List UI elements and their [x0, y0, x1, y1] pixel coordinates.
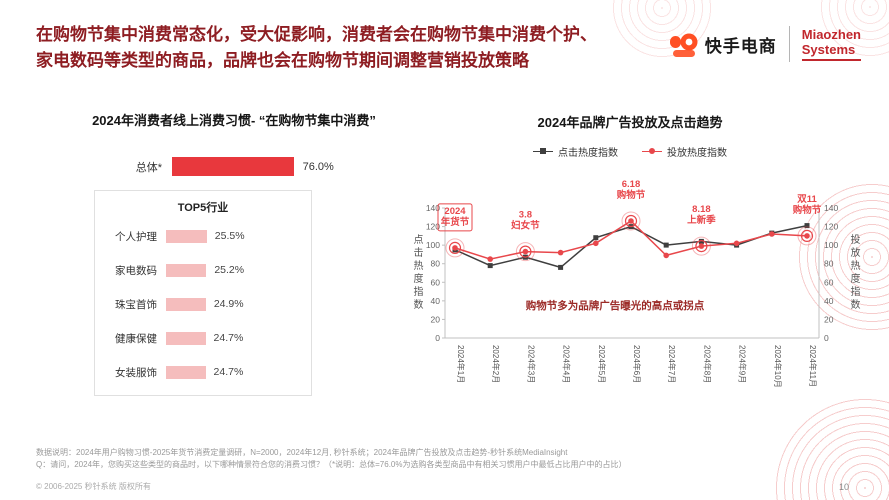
svg-text:2024年1月: 2024年1月 — [456, 345, 466, 383]
header: 在购物节集中消费常态化，受大促影响，消费者会在购物节集中消费个护、 家电数码等类… — [36, 22, 869, 92]
svg-text:2024年5月: 2024年5月 — [597, 345, 607, 383]
decorative-circles-bottom-right — [775, 398, 889, 500]
svg-text:0: 0 — [824, 333, 829, 343]
svg-text:80: 80 — [824, 259, 834, 269]
top5-box: TOP5行业 个人护理 25.5% 家电数码 25.2% 珠宝首饰 24.9% 健康保健 24… — [94, 190, 312, 396]
svg-text:2024年9月: 2024年9月 — [738, 345, 748, 383]
industry-bar — [166, 229, 207, 243]
svg-text:100: 100 — [426, 240, 440, 250]
industry-label: 女装服饰 — [115, 366, 157, 379]
industry-bar — [166, 365, 206, 379]
industry-label: 健康保健 — [115, 332, 157, 345]
svg-text:年货节: 年货节 — [441, 216, 470, 228]
svg-text:120: 120 — [426, 222, 440, 232]
industry-label: 家电数码 — [115, 264, 157, 277]
svg-text:20: 20 — [431, 314, 441, 324]
svg-text:购物节多为品牌广告曝光的高点或拐点: 购物节多为品牌广告曝光的高点或拐点 — [526, 299, 705, 312]
legend-item: 投放热度指数 — [642, 143, 727, 159]
svg-text:60: 60 — [824, 277, 834, 287]
kuaishou-logo-text: 快手电商 — [704, 36, 777, 56]
y-axis-label-left: 点击热度指数 — [411, 234, 422, 312]
top5-row: 个人护理 25.5% — [95, 219, 311, 253]
top5-rows: 个人护理 25.5% 家电数码 25.2% 珠宝首饰 24.9% 健康保健 24.7% 女装服饰… — [95, 219, 311, 389]
legend-label: 投放热度指数 — [667, 147, 727, 159]
svg-text:购物节: 购物节 — [617, 189, 646, 201]
svg-text:上新季: 上新季 — [687, 214, 716, 226]
top5-title: TOP5行业 — [177, 202, 229, 214]
page-number: 10 — [838, 482, 849, 492]
svg-text:2024年3月: 2024年3月 — [526, 345, 536, 383]
miaozhen-logo-line2: Systems — [801, 42, 856, 57]
total-value: 76.0% — [302, 160, 334, 173]
page-title: 在购物节集中消费常态化，受大促影响，消费者会在购物节集中消费个护、 家电数码等类… — [36, 22, 646, 74]
footnotes: 数据说明：2024年用户购物习惯-2025年货节消费定量调研，N=2000，20… — [36, 447, 769, 471]
svg-text:140: 140 — [824, 203, 838, 213]
legend-marker — [642, 147, 662, 155]
top5-row: 女装服饰 24.7% — [95, 355, 311, 389]
svg-text:2024年4月: 2024年4月 — [562, 345, 572, 383]
consumer-habit-chart: 2024年消费者线上消费习惯- “在购物节集中消费” 总体* 76.0% TOP… — [58, 110, 410, 396]
y-axis-label-right: 投放热度指数 — [848, 234, 859, 312]
industry-label: 珠宝首饰 — [115, 298, 157, 311]
top5-row: 家电数码 25.2% — [95, 253, 311, 287]
question-note: Q：请问，2024年，您购买这些类型的商品时，以下哪种情景符合您的消费习惯？（*… — [36, 460, 627, 469]
trend-chart: 2024年品牌广告投放及点击趋势 点击热度指数 投放热度指数 0 0 20 20 40 40… — [411, 112, 859, 403]
svg-text:80: 80 — [431, 259, 441, 269]
kuaishou-logo-icon — [669, 33, 698, 57]
svg-text:3.8: 3.8 — [519, 210, 532, 221]
svg-text:120: 120 — [824, 222, 838, 232]
svg-text:20: 20 — [824, 314, 834, 324]
svg-text:2024年2月: 2024年2月 — [491, 345, 501, 383]
svg-text:2024年7月: 2024年7月 — [667, 345, 677, 383]
industry-value: 25.5% — [214, 230, 245, 242]
kuaishou-logo: 快手电商 — [669, 29, 777, 59]
trend-legend: 点击热度指数 投放热度指数 — [415, 143, 845, 159]
svg-text:140: 140 — [426, 203, 440, 213]
industry-bar — [166, 331, 206, 345]
miaozhen-logo: Miaozhen Systems — [801, 27, 861, 61]
data-note: 数据说明：2024年用户购物习惯-2025年货节消费定量调研，N=2000，20… — [36, 448, 568, 457]
page-title-line2: 家电数码等类型的商品，品牌也会在购物节期间调整营销投放策略 — [36, 51, 529, 70]
svg-text:妇女节: 妇女节 — [510, 220, 540, 232]
top5-row: 珠宝首饰 24.9% — [95, 287, 311, 321]
trend-line-chart: 0 0 20 20 40 40 60 60 80 80 100 100 120 120 140 140 2024… — [426, 179, 839, 388]
svg-text:2024年10月: 2024年10月 — [773, 345, 783, 388]
industry-bar — [166, 297, 206, 311]
svg-text:40: 40 — [431, 296, 441, 306]
svg-text:2024年6月: 2024年6月 — [632, 345, 642, 383]
brand-area: 快手电商 Miaozhen Systems — [669, 26, 861, 62]
line-chart-title: 2024年品牌广告投放及点击趋势 — [537, 115, 723, 130]
industry-bar — [166, 263, 207, 277]
svg-text:2024年8月: 2024年8月 — [702, 345, 712, 383]
svg-text:2024: 2024 — [444, 206, 466, 217]
industry-value: 24.9% — [213, 298, 244, 310]
industry-value: 24.7% — [213, 366, 244, 378]
svg-text:双11: 双11 — [796, 194, 817, 205]
legend-label: 点击热度指数 — [558, 147, 618, 159]
svg-text:6.18: 6.18 — [622, 179, 641, 190]
legend-item: 点击热度指数 — [533, 143, 618, 159]
total-row: 总体* 76.0% — [58, 157, 410, 176]
top5-row: 健康保健 24.7% — [95, 321, 311, 355]
svg-text:60: 60 — [431, 277, 441, 287]
total-label: 总体* — [135, 161, 162, 174]
legend-marker — [533, 147, 553, 155]
svg-text:100: 100 — [824, 240, 838, 250]
svg-text:购物节: 购物节 — [793, 204, 822, 216]
industry-label: 个人护理 — [115, 230, 157, 243]
svg-text:8.18: 8.18 — [692, 204, 711, 215]
industry-value: 24.7% — [213, 332, 244, 344]
copyright: © 2006-2025 秒针系统 版权所有 — [36, 482, 151, 491]
miaozhen-logo-rule — [801, 59, 861, 61]
miaozhen-logo-line1: Miaozhen — [801, 27, 861, 42]
page-title-line1: 在购物节集中消费常态化，受大促影响，消费者会在购物节集中消费个护、 — [36, 25, 597, 44]
brand-divider — [788, 26, 790, 62]
svg-text:40: 40 — [824, 296, 834, 306]
svg-text:0: 0 — [435, 333, 440, 343]
bar-chart-title: 2024年消费者线上消费习惯- “在购物节集中消费” — [92, 113, 376, 128]
total-bar — [172, 157, 294, 176]
industry-value: 25.2% — [214, 264, 245, 276]
svg-text:2024年11月: 2024年11月 — [808, 345, 818, 387]
